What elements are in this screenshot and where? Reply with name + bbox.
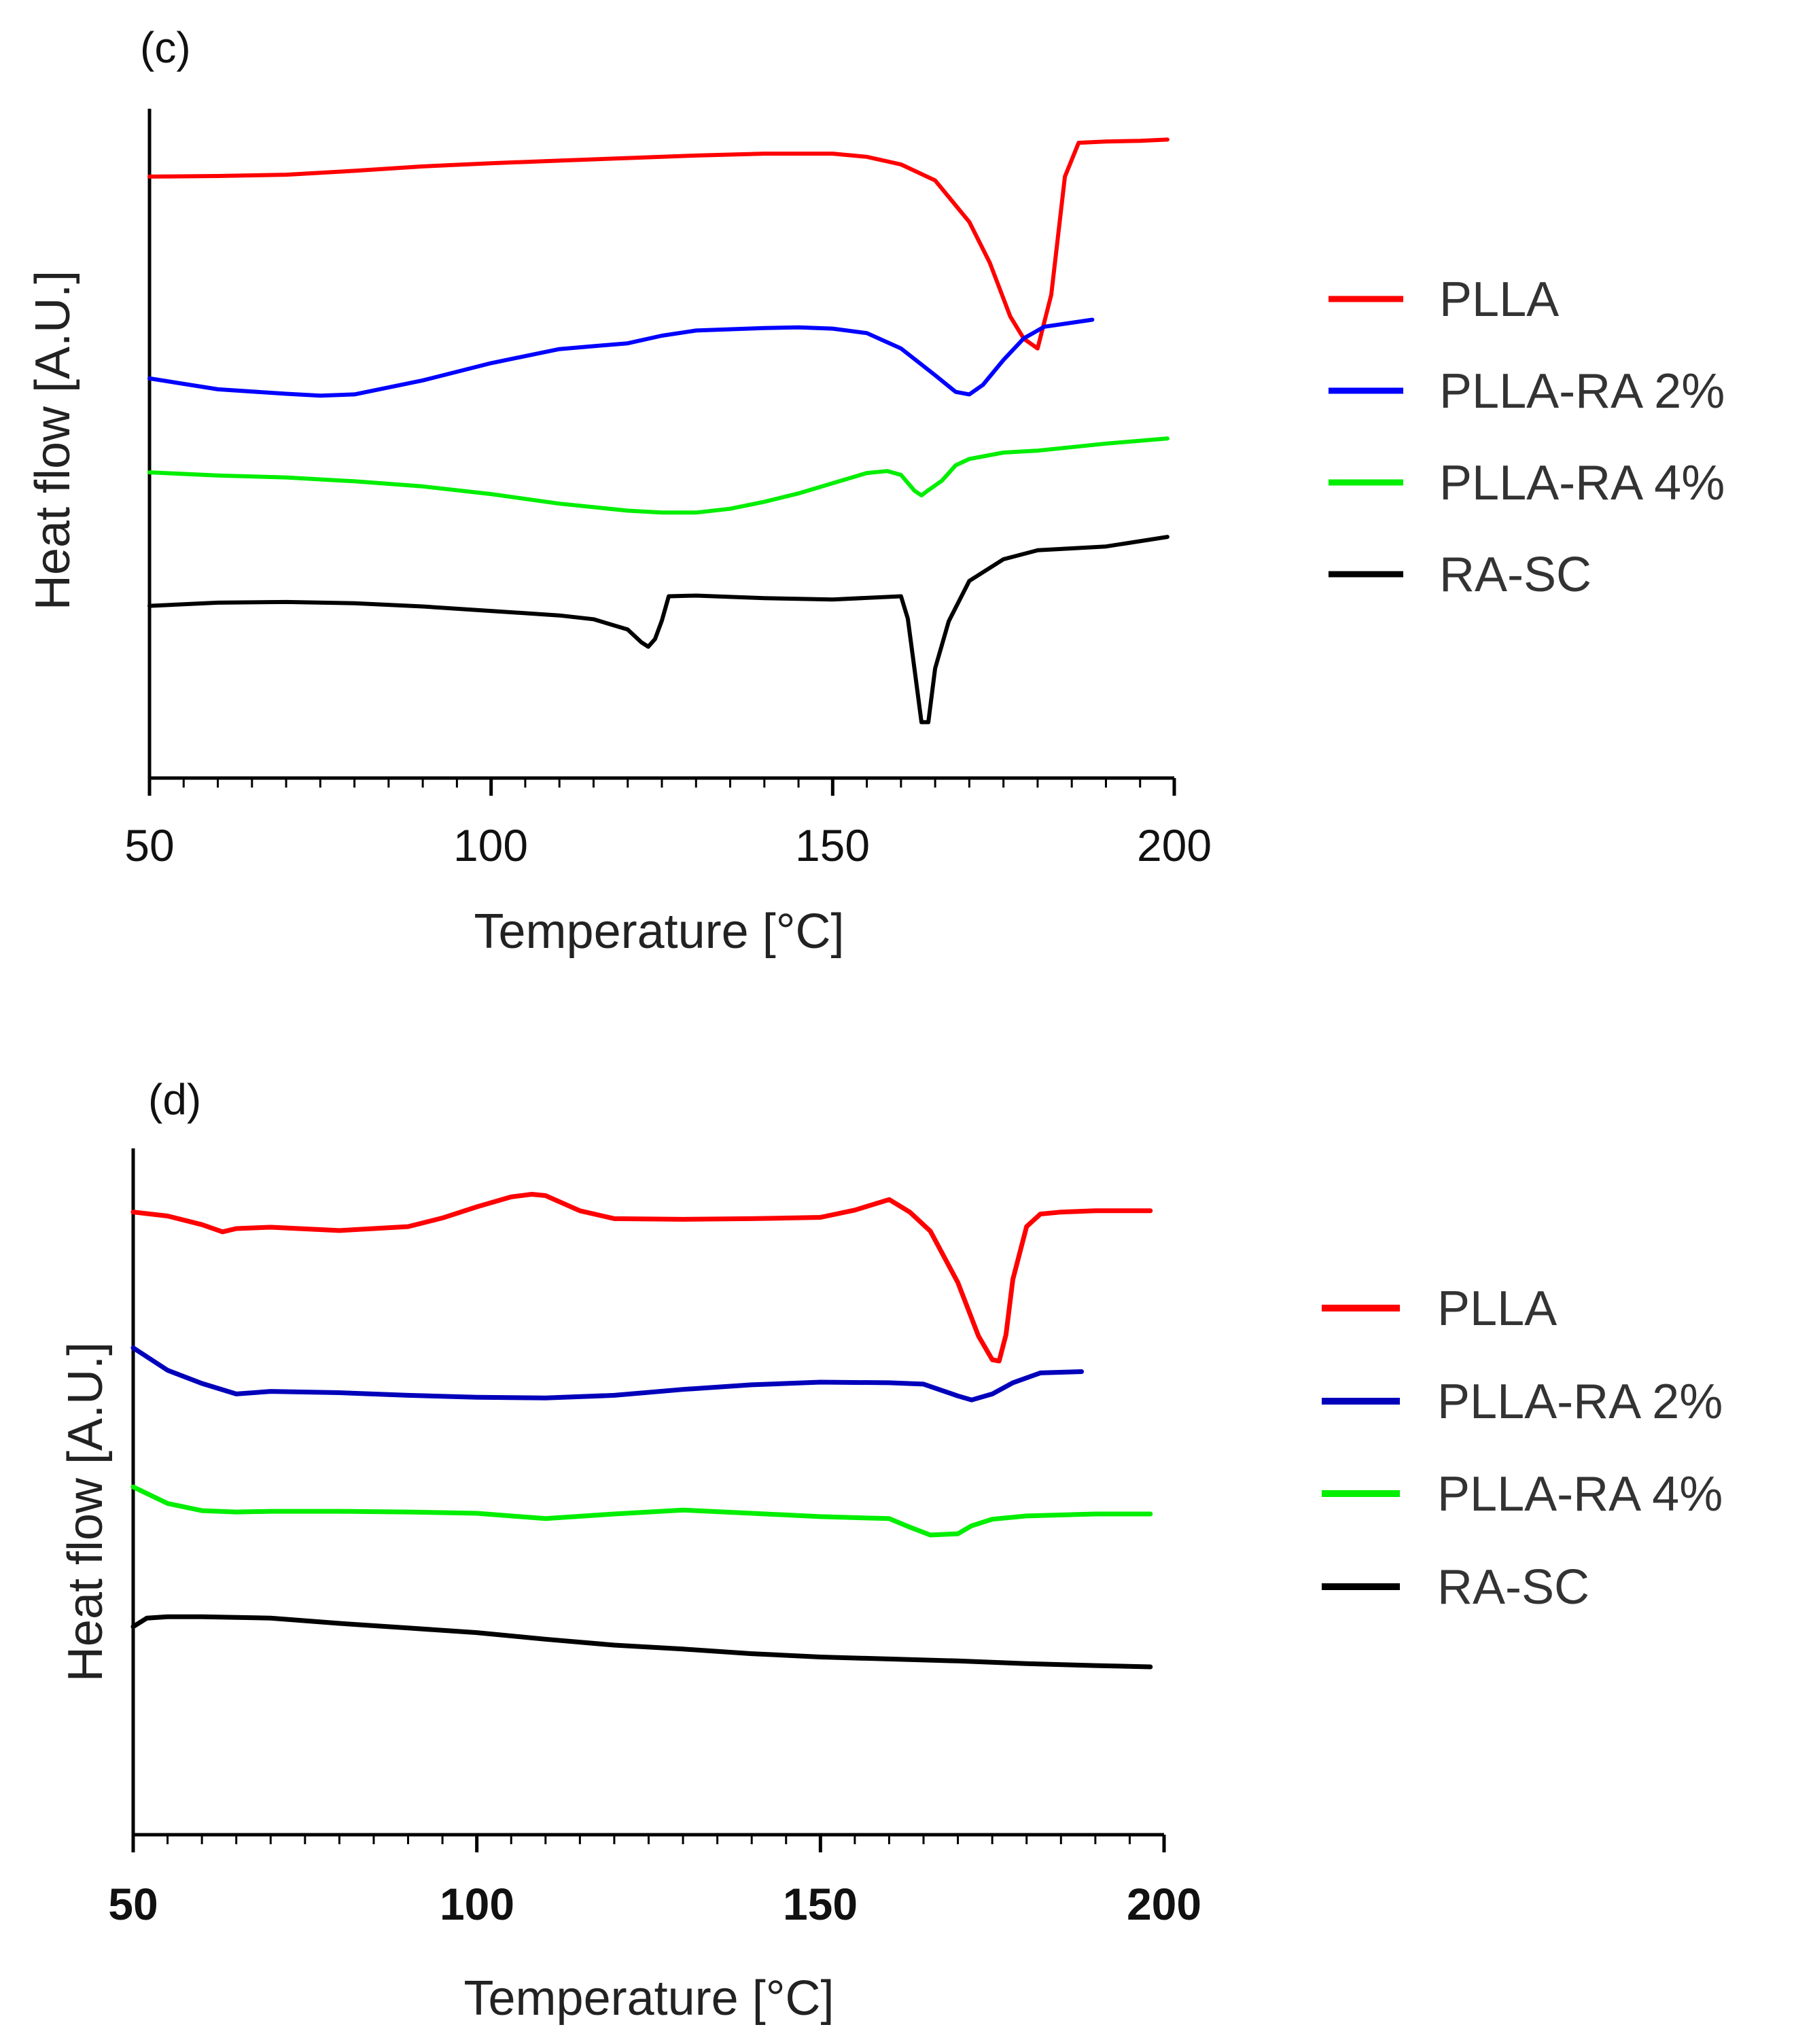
x-tick-label-150: 150	[783, 1879, 858, 1929]
panel-d: (d) 50 100 150 200 Temperature [°C] Heat…	[58, 1075, 1723, 2026]
legend-label-plla: PLLA	[1437, 1282, 1557, 1336]
x-tick-label-50: 50	[108, 1879, 158, 1929]
legend-label-ra-sc: RA-SC	[1439, 548, 1591, 602]
series-line-plla	[130, 1192, 1153, 1364]
legend-label-plla-ra-2: PLLA-RA 2%	[1437, 1375, 1723, 1429]
x-ticks	[131, 1835, 1166, 1852]
series-line-ra-sc	[147, 535, 1169, 724]
x-ticks	[147, 778, 1176, 796]
x-tick-label-50: 50	[124, 820, 174, 870]
series-line-plla	[147, 137, 1169, 351]
x-tick-label-200: 200	[1137, 820, 1212, 870]
y-axis-title: Heat flow [A.U.]	[58, 1342, 113, 1682]
series-line-ra-sc	[130, 1614, 1153, 1670]
x-tick-label-100: 100	[440, 1879, 514, 1929]
x-tick-label-200: 200	[1127, 1879, 1201, 1929]
legend-label-plla-ra-4: PLLA-RA 4%	[1437, 1467, 1723, 1521]
x-tick-label-150: 150	[795, 820, 870, 870]
series-line-plla-ra-4	[147, 436, 1169, 515]
series-line-plla-ra-4	[130, 1484, 1153, 1538]
panel-c: (c) 50 100 150 200 Temperature [°C] Heat…	[26, 23, 1725, 959]
panel-label: (d)	[148, 1075, 201, 1124]
legend-label-plla: PLLA	[1439, 272, 1559, 327]
legend-label-plla-ra-2: PLLA-RA 2%	[1439, 364, 1725, 419]
panel-label: (c)	[140, 23, 191, 72]
x-axis-title: Temperature [°C]	[464, 1971, 834, 2026]
x-tick-label-100: 100	[453, 820, 528, 870]
x-axis-title: Temperature [°C]	[474, 904, 845, 959]
series-line-plla-ra-2	[130, 1345, 1085, 1403]
legend-label-plla-ra-4: PLLA-RA 4%	[1439, 456, 1725, 510]
legend: PLLA PLLA-RA 2% PLLA-RA 4% RA-SC	[1329, 272, 1725, 602]
series-line-plla-ra-2	[147, 317, 1095, 398]
y-axis-title: Heat flow [A.U.]	[26, 270, 80, 610]
legend-label-ra-sc: RA-SC	[1437, 1560, 1589, 1615]
legend: PLLA PLLA-RA 2% PLLA-RA 4% RA-SC	[1322, 1282, 1723, 1615]
